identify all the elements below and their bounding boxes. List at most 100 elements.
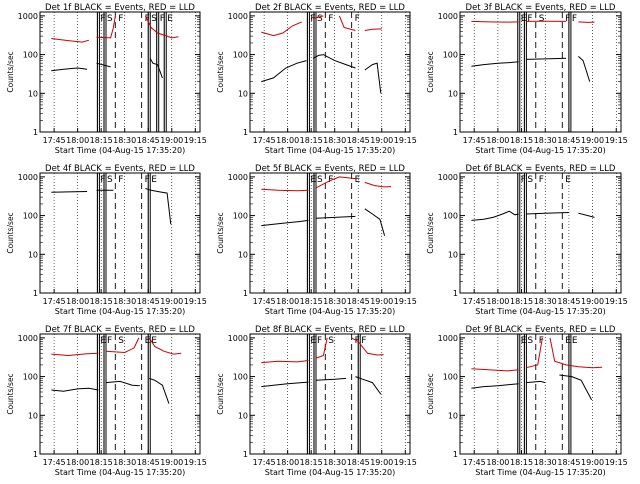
- y-tick-label: 100: [23, 212, 38, 221]
- x-tick-label: 18:00: [486, 136, 509, 145]
- x-tick-label: 18:15: [510, 136, 533, 145]
- x-axis-label: Start Time (04-Aug-15 17:35:20): [475, 146, 606, 155]
- x-tick-label: 18:15: [510, 297, 533, 306]
- y-tick-label: 1000: [18, 12, 38, 21]
- y-tick-label: 100: [233, 51, 248, 60]
- series-line-lld: [578, 22, 594, 23]
- x-axis-label: Start Time (04-Aug-15 17:35:20): [475, 307, 606, 316]
- marker-label: E: [355, 175, 361, 185]
- marker-label: F: [145, 175, 150, 185]
- y-axis-label: Counts/sec: [216, 212, 225, 253]
- x-tick-label: 18:00: [276, 136, 299, 145]
- marker-label: E: [151, 336, 157, 346]
- x-tick-label: 17:45: [253, 297, 276, 306]
- y-tick-label: 1: [243, 450, 248, 459]
- y-axis-label: Counts/sec: [6, 212, 15, 253]
- x-tick-label: 17:45: [253, 458, 276, 467]
- x-tick-label: 18:30: [534, 297, 557, 306]
- y-tick-label: 10: [448, 250, 458, 259]
- marker-label: F: [118, 14, 123, 24]
- series-line-events: [261, 220, 308, 225]
- marker-label: F: [310, 14, 315, 24]
- x-tick-label: 17:45: [463, 458, 486, 467]
- y-tick-label: 1: [453, 450, 458, 459]
- plot-frame: [460, 173, 621, 293]
- x-tick-label: 18:15: [510, 458, 533, 467]
- marker-label: E: [565, 175, 571, 185]
- y-tick-label: 1: [243, 289, 248, 298]
- x-tick-label: 18:00: [486, 297, 509, 306]
- y-axis-label: Counts/sec: [6, 51, 15, 92]
- series-line-events: [526, 381, 545, 382]
- x-tick-label: 18:15: [90, 458, 113, 467]
- x-tick-label: 19:15: [605, 136, 628, 145]
- y-axis-label: Counts/sec: [426, 373, 435, 414]
- series-line-lld: [261, 22, 302, 36]
- marker-label: S: [317, 14, 323, 24]
- series-line-events: [149, 378, 169, 403]
- series-line-events: [145, 189, 170, 225]
- x-tick-label: 18:30: [113, 297, 136, 306]
- x-tick-label: 19:00: [160, 458, 183, 467]
- series-line-events: [578, 56, 589, 81]
- x-tick-label: 18:15: [90, 136, 113, 145]
- x-tick-label: 18:15: [300, 136, 323, 145]
- series-line-lld: [51, 39, 89, 43]
- series-line-events: [471, 62, 518, 66]
- series-line-events: [578, 213, 594, 217]
- series-line-events: [51, 388, 98, 391]
- x-tick-label: 18:30: [323, 136, 346, 145]
- y-tick-label: 1: [243, 128, 248, 137]
- y-tick-label: 1000: [228, 173, 248, 182]
- series-line-events: [355, 377, 380, 395]
- marker-label: S: [317, 175, 323, 185]
- series-line-lld: [365, 182, 391, 187]
- marker-label: S: [328, 336, 334, 346]
- x-tick-label: 19:15: [394, 458, 417, 467]
- y-tick-label: 1000: [18, 334, 38, 343]
- y-tick-label: 1: [33, 289, 38, 298]
- marker-label: E: [521, 336, 527, 346]
- x-tick-label: 19:15: [605, 297, 628, 306]
- x-tick-label: 18:00: [276, 297, 299, 306]
- x-tick-label: 17:45: [253, 136, 276, 145]
- x-tick-label: 19:00: [370, 297, 393, 306]
- y-tick-label: 1000: [438, 12, 458, 21]
- y-tick-label: 1: [33, 128, 38, 137]
- marker-label: F: [565, 14, 570, 24]
- y-tick-label: 1000: [228, 12, 248, 21]
- y-axis-label: Counts/sec: [216, 51, 225, 92]
- x-tick-label: 18:45: [137, 458, 160, 467]
- marker-label: S: [107, 175, 113, 185]
- y-tick-label: 100: [443, 212, 458, 221]
- x-tick-label: 18:30: [323, 458, 346, 467]
- y-tick-label: 100: [23, 51, 38, 60]
- marker-label: F: [100, 175, 105, 185]
- series-line-events: [471, 384, 518, 388]
- series-line-events: [526, 58, 566, 59]
- marker-label: F: [361, 336, 366, 346]
- plot-frame: [250, 12, 410, 132]
- x-axis-label: Start Time (04-Aug-15 17:35:20): [265, 146, 396, 155]
- x-tick-label: 19:15: [184, 458, 207, 467]
- x-tick-label: 19:15: [184, 297, 207, 306]
- marker-label: S: [118, 336, 124, 346]
- y-tick-label: 1000: [438, 334, 458, 343]
- x-axis-label: Start Time (04-Aug-15 17:35:20): [475, 468, 606, 477]
- y-tick-label: 10: [28, 250, 38, 259]
- series-line-lld: [261, 189, 308, 191]
- series-line-events: [365, 63, 381, 93]
- series-line-events: [261, 61, 306, 82]
- x-tick-label: 18:00: [276, 458, 299, 467]
- x-tick-label: 18:45: [137, 136, 160, 145]
- y-axis-label: Counts/sec: [426, 51, 435, 92]
- series-line-lld: [471, 369, 518, 371]
- x-tick-label: 18:45: [347, 297, 370, 306]
- x-tick-label: 19:00: [370, 458, 393, 467]
- x-tick-label: 18:30: [534, 136, 557, 145]
- x-tick-label: 18:30: [113, 458, 136, 467]
- y-tick-label: 1: [33, 450, 38, 459]
